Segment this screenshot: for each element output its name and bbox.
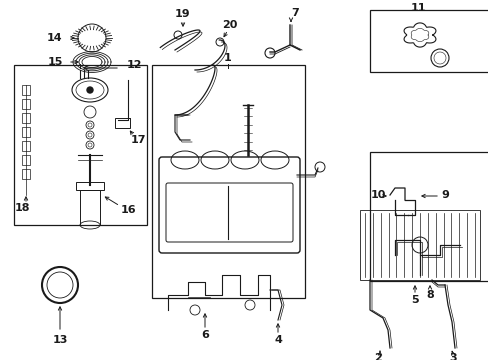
Text: 1: 1 (224, 53, 231, 63)
Bar (22, 155, 30, 165)
Bar (22, 99, 30, 109)
Bar (80, 190, 100, 225)
Bar (22, 169, 30, 179)
Text: 11: 11 (409, 3, 425, 13)
Text: 9: 9 (440, 190, 448, 200)
Bar (369, 10, 488, 72)
Bar (22, 141, 30, 151)
Bar (359, 210, 479, 280)
Text: 7: 7 (290, 8, 298, 18)
Text: 5: 5 (410, 295, 418, 305)
Bar (14, 65, 147, 225)
Bar (369, 152, 488, 281)
Text: 6: 6 (201, 330, 208, 340)
Text: 3: 3 (448, 353, 456, 360)
Text: 13: 13 (52, 335, 67, 345)
Bar (22, 85, 30, 95)
Text: 8: 8 (425, 290, 433, 300)
Text: 19: 19 (175, 9, 190, 19)
Text: 10: 10 (369, 190, 385, 200)
Bar (22, 113, 30, 123)
Text: 20: 20 (222, 20, 237, 30)
Text: 18: 18 (14, 203, 30, 213)
Text: 14: 14 (47, 33, 62, 43)
Bar (76, 182, 104, 190)
Text: 12: 12 (126, 60, 142, 70)
Text: 15: 15 (47, 57, 62, 67)
Bar (152, 65, 305, 298)
Circle shape (87, 87, 93, 93)
Bar (22, 127, 30, 137)
Text: 2: 2 (373, 353, 381, 360)
Bar (115, 118, 130, 128)
Text: 17: 17 (130, 135, 145, 145)
Text: 4: 4 (273, 335, 282, 345)
Text: 16: 16 (120, 205, 136, 215)
